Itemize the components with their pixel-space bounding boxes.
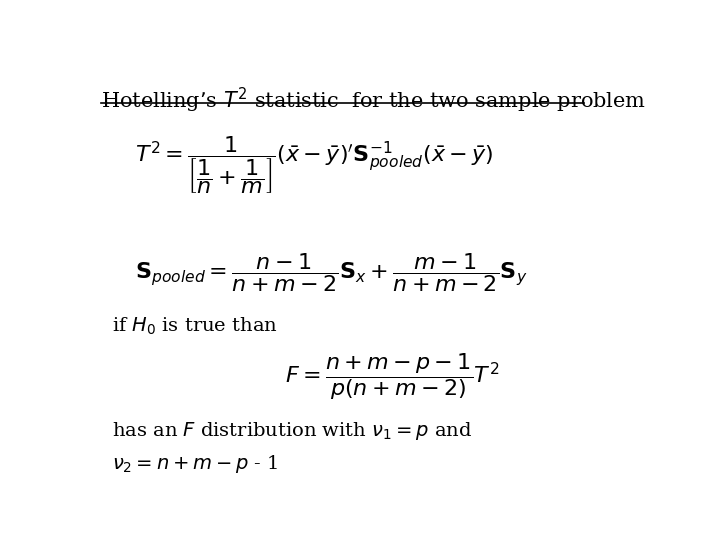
Text: has an $F$ distribution with $\nu_1 = p$ and: has an $F$ distribution with $\nu_1 = p$…: [112, 420, 472, 442]
Text: if $H_0$ is true than: if $H_0$ is true than: [112, 316, 278, 338]
Text: $F = \dfrac{n+m-p-1}{p\left(n+m-2\right)}T^2$: $F = \dfrac{n+m-p-1}{p\left(n+m-2\right)…: [285, 351, 500, 402]
Text: $\nu_2 = n +m - p$ - 1: $\nu_2 = n +m - p$ - 1: [112, 453, 279, 475]
Text: Hotelling’s $T^2$ statistic  for the two sample problem: Hotelling’s $T^2$ statistic for the two …: [101, 85, 647, 115]
Text: $\mathbf{S}_{pooled} = \dfrac{n-1}{n+m-2}\mathbf{S}_x + \dfrac{m-1}{n+m-2}\mathb: $\mathbf{S}_{pooled} = \dfrac{n-1}{n+m-2…: [135, 251, 527, 294]
Text: $T^2 = \dfrac{1}{\left[\dfrac{1}{n}+\dfrac{1}{m}\right]}\left(\bar{x}-\bar{y}\ri: $T^2 = \dfrac{1}{\left[\dfrac{1}{n}+\dfr…: [135, 133, 493, 195]
